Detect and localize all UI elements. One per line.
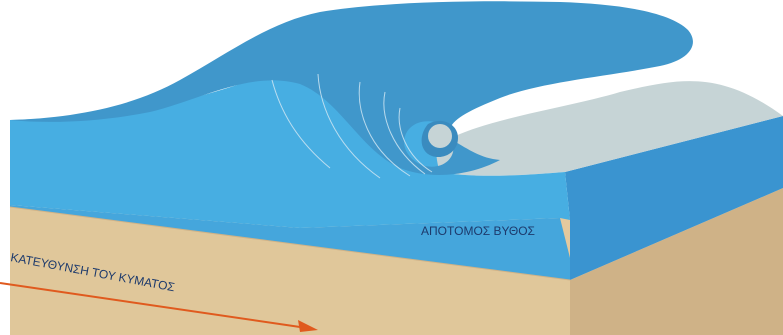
foam-surface [430, 81, 783, 176]
direction-arrow [0, 282, 318, 332]
seabed-edge [9, 206, 571, 281]
wave-face [10, 58, 570, 228]
sand-front-face [10, 207, 570, 335]
wave-crest [10, 1, 693, 175]
sand-side-face [570, 188, 783, 335]
curl-foam [428, 124, 452, 148]
water-side-face [565, 116, 783, 280]
wave-flow-lines [271, 73, 433, 179]
seabed-label: ΑΠΟΤΟΜΟΣ ΒΥΘΟΣ [421, 224, 535, 238]
